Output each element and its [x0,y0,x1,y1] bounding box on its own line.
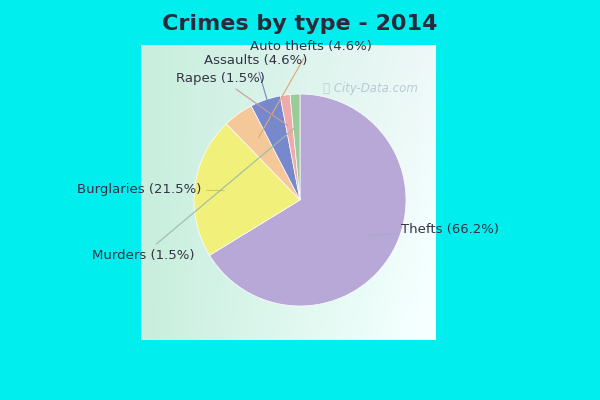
Text: Thefts (66.2%): Thefts (66.2%) [367,223,499,236]
Text: Burglaries (21.5%): Burglaries (21.5%) [77,183,224,196]
Text: ⓘ City-Data.com: ⓘ City-Data.com [323,82,418,95]
Wedge shape [251,96,300,200]
Text: Murders (1.5%): Murders (1.5%) [92,128,295,262]
Wedge shape [209,94,406,306]
Wedge shape [290,94,300,200]
Text: Auto thefts (4.6%): Auto thefts (4.6%) [250,40,371,138]
Text: Assaults (4.6%): Assaults (4.6%) [204,54,307,128]
Wedge shape [194,124,300,255]
Wedge shape [280,94,300,200]
Wedge shape [226,106,300,200]
Text: Crimes by type - 2014: Crimes by type - 2014 [163,14,437,34]
Text: Rapes (1.5%): Rapes (1.5%) [176,72,287,126]
